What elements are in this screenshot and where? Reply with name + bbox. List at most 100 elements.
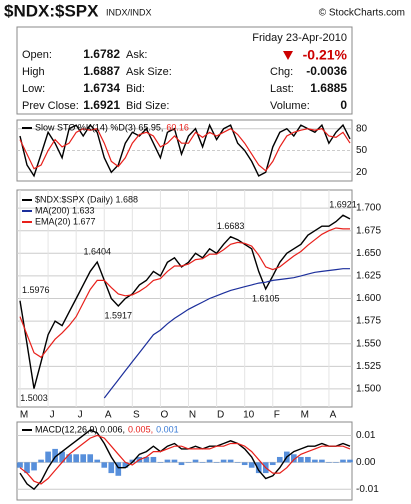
histogram-bar [115, 462, 122, 476]
histogram-bar [255, 462, 262, 474]
histogram-bar [312, 459, 318, 463]
quote-label: Open: [22, 49, 52, 61]
quote-value: 1.6885 [310, 81, 347, 95]
histogram-bar [319, 459, 325, 463]
quote-label: Ask Size: [126, 66, 172, 78]
y-tick-label: 20 [356, 167, 368, 178]
histogram-bar [38, 459, 44, 463]
legend-label: MACD(12,26,9) 0.006, [35, 424, 125, 434]
quote-label: Volume: [270, 100, 310, 112]
histogram-bar [59, 451, 65, 463]
histogram-bar [129, 459, 136, 463]
data-label: 1.5917 [105, 310, 133, 320]
histogram-bar [347, 459, 353, 463]
legend-label: 0.001 [156, 424, 179, 434]
quote-value: 1.6921 [83, 98, 120, 112]
histogram-bar [241, 462, 248, 466]
y-tick-label: 0.00 [356, 457, 376, 468]
data-label: 1.5003 [20, 393, 48, 403]
data-label: 1.6404 [83, 246, 111, 256]
quote-label: High [22, 66, 45, 78]
histogram-bar [213, 462, 220, 463]
x-tick-label: A [105, 410, 112, 421]
histogram-bar [24, 462, 30, 474]
histogram-bar [206, 459, 213, 463]
y-tick-label: 80 [356, 123, 368, 134]
series-line [19, 429, 351, 491]
quote-value: 1.6782 [83, 47, 120, 61]
histogram-bar [66, 454, 72, 463]
histogram-bar [73, 454, 79, 463]
x-tick-label: N [189, 410, 196, 421]
histogram-bar [80, 454, 86, 463]
histogram-bar [52, 448, 58, 463]
source: © StockCharts.com [319, 8, 405, 19]
quote-box [16, 26, 353, 115]
histogram-bar [87, 454, 94, 463]
series-line [19, 123, 351, 178]
histogram-bar [94, 459, 101, 463]
histogram-bar [171, 459, 178, 463]
x-tick-label: O [161, 410, 169, 421]
data-label: 1.6921 [329, 200, 357, 210]
y-tick-label: 1.575 [356, 316, 381, 327]
quote-value: 1.6734 [83, 81, 120, 95]
y-tick-label: 1.500 [356, 384, 381, 395]
quote-value: -0.0036 [306, 64, 347, 78]
quote-label: Bid: [126, 83, 145, 95]
histogram-bar [298, 456, 304, 463]
histogram-bar [108, 462, 115, 474]
quote-label: Ask: [126, 49, 147, 61]
y-tick-label: 1.625 [356, 271, 381, 282]
quote-date: Friday 23-Apr-2010 [252, 32, 347, 44]
histogram-bar [192, 459, 199, 463]
y-tick-label: 1.650 [356, 248, 381, 259]
y-tick-label: 1.600 [356, 293, 381, 304]
histogram-bar [326, 462, 332, 463]
x-tick-label: M [301, 410, 309, 421]
y-tick-label: 0.01 [356, 430, 376, 441]
down-arrow [283, 51, 293, 60]
x-tick-label: M [20, 410, 28, 421]
histogram-bar [45, 451, 51, 463]
histogram-bar [305, 456, 311, 463]
histogram-bar [17, 462, 23, 468]
y-tick-label: 1.550 [356, 338, 381, 349]
x-tick-label: S [133, 410, 140, 421]
histogram-bar [122, 462, 129, 468]
data-label: 1.5976 [22, 285, 50, 295]
quote-label: Low: [22, 83, 45, 95]
histogram-bar [248, 462, 255, 468]
y-tick-label: 50 [356, 145, 368, 156]
series-line [19, 127, 351, 172]
histogram-bar [220, 459, 227, 463]
histogram-bar [227, 459, 234, 463]
histogram-bar [150, 456, 157, 463]
x-tick-label: J [50, 410, 55, 421]
quote-label: Prev Close: [22, 100, 79, 112]
quote-label: Bid Size: [126, 100, 169, 112]
legend-label: 0.005, [128, 424, 153, 434]
y-tick-label: 1.700 [356, 203, 381, 214]
histogram-bar [269, 462, 276, 466]
x-tick-label: J [78, 410, 83, 421]
histogram-bar [143, 456, 150, 463]
symbol: $NDX:$SPX [4, 1, 99, 20]
y-tick-label: 1.525 [356, 361, 381, 372]
legend-label: MA(200) 1.633 [35, 205, 95, 215]
legend-label: $NDX:$SPX (Daily) 1.688 [35, 194, 138, 204]
y-tick-label: 1.675 [356, 225, 381, 236]
x-tick-label: F [274, 410, 280, 421]
quote-value: 0 [340, 98, 347, 112]
histogram-bar [333, 462, 339, 463]
data-label: 1.6683 [217, 221, 245, 231]
quote-label: Chg: [270, 66, 293, 78]
histogram-bar [164, 459, 171, 463]
histogram-bar [178, 462, 185, 466]
exchange: INDX/INDX [106, 7, 152, 17]
legend-label: 60.16 [166, 122, 189, 132]
y-tick-label: -0.01 [356, 484, 379, 495]
series-line [19, 227, 350, 359]
quote-label: Last: [270, 83, 294, 95]
